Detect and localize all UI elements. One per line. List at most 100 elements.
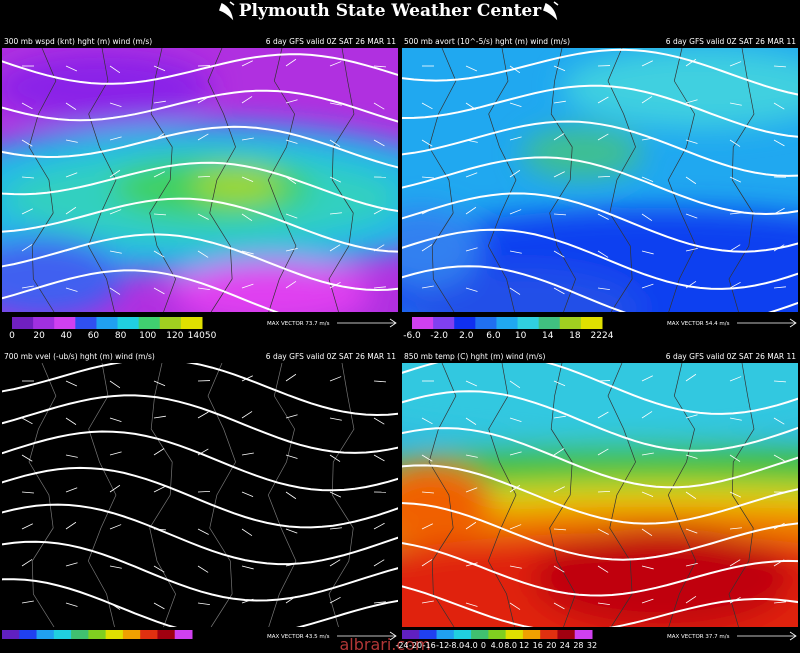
wind-vector <box>65 287 78 292</box>
wind-vector <box>373 207 385 215</box>
wind-vector <box>509 484 521 493</box>
wind-vector <box>421 176 434 179</box>
wind-vector <box>109 451 122 456</box>
border <box>667 48 697 312</box>
wind-vector <box>109 565 122 569</box>
colorbar-swatch <box>471 630 489 639</box>
contour <box>402 48 798 96</box>
wind-vector <box>597 602 610 605</box>
wind-vector <box>421 244 433 252</box>
wind-vector <box>241 375 253 382</box>
max-vector-arrow <box>737 631 797 641</box>
colorbar-label: 14050 <box>188 331 217 341</box>
wind-vector <box>197 602 210 605</box>
colorbar-label: 24 <box>560 641 570 650</box>
wind-vector <box>65 417 77 425</box>
wind-vector <box>153 415 166 419</box>
wind-vector <box>465 380 478 387</box>
colorbar-label: 20 <box>546 641 556 650</box>
wind-vector <box>65 454 78 458</box>
max-vector: MAX VECTOR 54.4 m/s <box>667 321 730 327</box>
wind-vector <box>241 565 254 570</box>
wind-vector <box>241 452 254 456</box>
colorbar-label: 8.0 <box>504 641 517 650</box>
colorbar-swatch <box>2 630 20 639</box>
border <box>728 48 755 312</box>
wind-vector <box>597 250 609 258</box>
colorbar-swatch <box>71 630 89 639</box>
wind-vector <box>329 176 342 183</box>
wind-vector <box>773 102 785 110</box>
wind-vector <box>373 601 386 604</box>
contour <box>2 578 398 627</box>
colorbar-label: 80 <box>115 331 127 341</box>
wind-vector <box>197 96 209 104</box>
contour <box>2 430 398 492</box>
colorbar-swatch <box>174 630 193 639</box>
colorbar-label: 6.0 <box>486 331 501 341</box>
wind-vector <box>641 565 654 570</box>
wind-vector <box>729 244 741 252</box>
border <box>149 48 176 312</box>
wind-vector <box>553 100 566 104</box>
wind-vector <box>153 528 166 531</box>
border <box>149 363 176 627</box>
wind-vector <box>773 522 785 530</box>
wind-vector <box>241 137 254 141</box>
wind-vector <box>465 562 478 567</box>
wind-vector <box>597 491 611 493</box>
wind-vector <box>685 176 697 185</box>
wind-vector <box>509 602 521 610</box>
wind-vector <box>285 247 298 252</box>
colorbar-swatch <box>488 630 507 639</box>
wind-vector <box>773 65 786 68</box>
wind-vector <box>329 281 341 289</box>
wind-vector <box>641 491 654 497</box>
border <box>607 48 636 312</box>
wind-vector <box>285 99 298 104</box>
colorbar-swatch <box>53 630 72 639</box>
wind-vector <box>285 562 298 567</box>
wind-vector <box>729 102 742 106</box>
wind-vector <box>509 169 521 178</box>
wind-vector <box>197 491 211 493</box>
wind-vector <box>465 487 478 493</box>
contour <box>2 394 398 454</box>
wind-vector <box>285 414 298 419</box>
wind-vector <box>465 602 478 607</box>
panel-field: 500 mb avort (10^-5/s) hght (m) wind (m/… <box>404 37 570 46</box>
contour <box>2 269 280 312</box>
wind-vector <box>597 287 610 290</box>
shade <box>402 463 492 543</box>
wind-vector <box>65 65 78 72</box>
wind-vector <box>373 522 385 530</box>
wind-vector <box>21 139 33 147</box>
map <box>2 48 398 312</box>
colorbar-label: -4.0 <box>462 641 478 650</box>
colorbar-swatch <box>475 317 497 329</box>
wind-vector <box>553 171 565 178</box>
wind-vector <box>109 524 122 530</box>
colorbar-swatch <box>522 630 541 639</box>
panel-run: 6 day GFS valid 0Z SAT 26 MAR 11 <box>666 352 796 361</box>
wind-vector <box>329 212 342 215</box>
wind-vector <box>553 486 565 493</box>
panel-run: 6 day GFS valid 0Z SAT 26 MAR 11 <box>666 37 796 46</box>
colorbar-label: 20 <box>33 331 45 341</box>
wind-vector <box>685 454 698 459</box>
max-vector-arrow <box>337 631 397 641</box>
contour <box>402 120 798 177</box>
wind-vector <box>373 286 386 289</box>
colorbar-label: -6.0 <box>403 331 421 341</box>
wind-vector <box>285 176 297 185</box>
shade <box>402 208 482 288</box>
wind-vector <box>241 411 253 419</box>
wind-vector <box>641 528 653 537</box>
contour <box>402 585 798 627</box>
wind-vector <box>509 287 521 295</box>
contour <box>402 228 798 290</box>
colorbar-label: 2.0 <box>459 331 474 341</box>
wind-vector <box>373 417 385 425</box>
colorbar-swatch <box>159 317 182 329</box>
wind-vector <box>329 61 342 67</box>
